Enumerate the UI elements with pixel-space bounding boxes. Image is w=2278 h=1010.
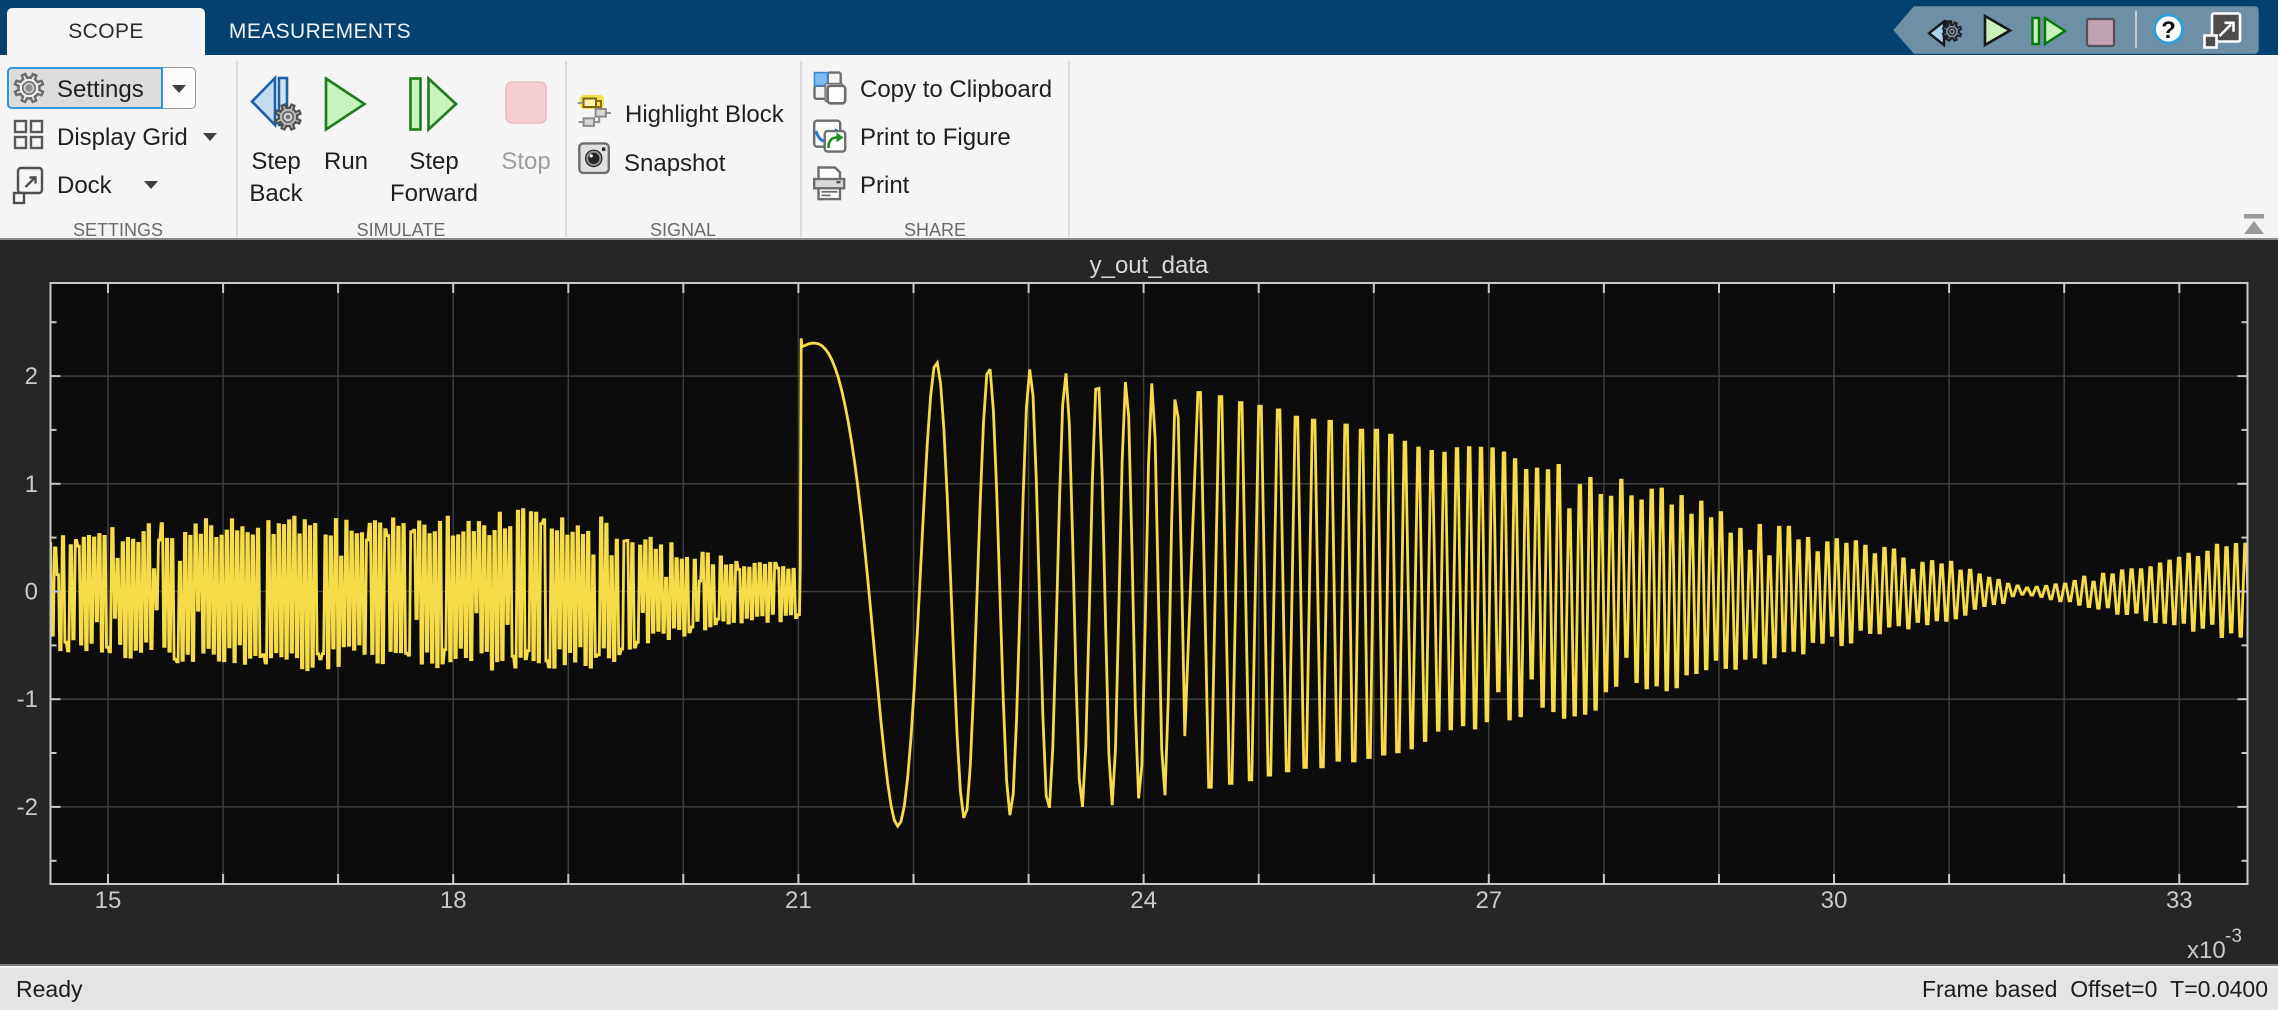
svg-text:24: 24 [1130,887,1157,914]
svg-text:2: 2 [25,363,38,390]
svg-text:33: 33 [2166,887,2193,914]
svg-text:-3: -3 [2225,926,2242,947]
svg-text:?: ? [2161,17,2176,44]
svg-text:x10: x10 [2187,937,2226,964]
svg-text:y_out_data: y_out_data [1090,252,1209,279]
svg-text:27: 27 [1475,887,1502,914]
svg-text:30: 30 [1821,887,1848,914]
svg-text:-1: -1 [17,686,38,713]
svg-text:21: 21 [785,887,812,914]
svg-text:-2: -2 [17,794,38,821]
svg-text:15: 15 [95,887,122,914]
svg-text:1: 1 [25,471,38,498]
svg-text:0: 0 [25,579,38,606]
svg-text:18: 18 [440,887,467,914]
